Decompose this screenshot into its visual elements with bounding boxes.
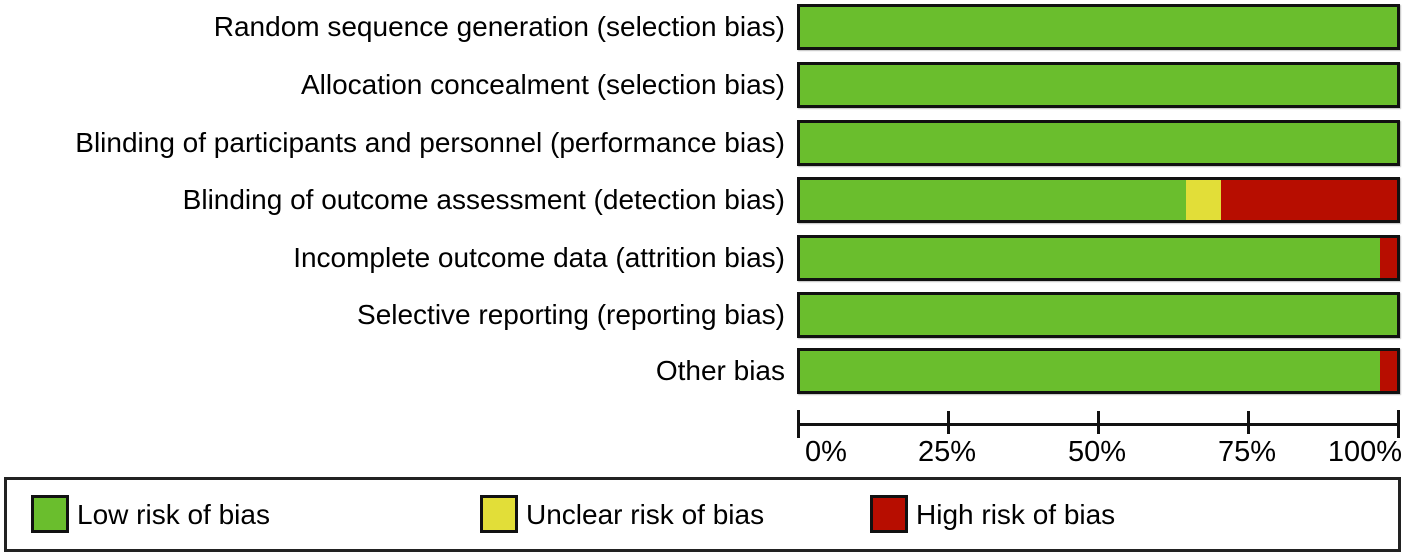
stacked-bar <box>797 62 1400 108</box>
segment-low <box>800 351 1380 391</box>
category-label: Selective reporting (reporting bias) <box>357 299 785 330</box>
segment-unclear <box>1186 180 1222 220</box>
bar-row: Blinding of outcome assessment (detectio… <box>0 177 1405 223</box>
stacked-bar <box>797 348 1400 394</box>
stacked-bar <box>797 292 1400 338</box>
axis-tick <box>797 410 800 438</box>
axis-tick-label: 0% <box>805 436 847 468</box>
category-label: Incomplete outcome data (attrition bias) <box>293 242 785 273</box>
segment-high <box>1379 238 1397 278</box>
axis-tick <box>947 411 950 434</box>
legend-swatch-icon <box>870 495 908 533</box>
bar-row: Blinding of participants and personnel (… <box>0 120 1405 166</box>
legend-swatch-icon <box>480 495 518 533</box>
category-label: Random sequence generation (selection bi… <box>213 11 785 42</box>
category-label: Other bias <box>655 355 785 386</box>
axis-tick <box>1397 410 1400 438</box>
legend-label: Unclear risk of bias <box>526 499 765 530</box>
segment-low <box>800 123 1397 163</box>
axis-tick <box>1247 411 1250 434</box>
bar-row: Allocation concealment (selection bias) <box>0 62 1405 108</box>
legend-swatch-icon <box>31 495 69 533</box>
axis-tick-label: 75% <box>1217 436 1277 468</box>
category-label: Blinding of participants and personnel (… <box>75 127 785 158</box>
bar-row: Other bias <box>0 348 1405 394</box>
stacked-bar <box>797 235 1400 281</box>
segment-low <box>800 180 1187 220</box>
segment-low <box>800 238 1380 278</box>
segment-high <box>1221 180 1397 220</box>
category-label: Allocation concealment (selection bias) <box>300 69 785 100</box>
stacked-bar <box>797 177 1400 223</box>
stacked-bar <box>797 4 1400 50</box>
axis-tick <box>1097 411 1100 434</box>
legend-label: Low risk of bias <box>77 499 270 530</box>
legend: Low risk of bias Unclear risk of bias High… <box>4 477 1401 552</box>
segment-low <box>800 65 1397 105</box>
segment-low <box>800 295 1397 335</box>
bar-row: Random sequence generation (selection bi… <box>0 4 1405 50</box>
axis-tick-label: 100% <box>1327 436 1402 468</box>
axis-tick-label: 25% <box>917 436 977 468</box>
segment-high <box>1379 351 1397 391</box>
segment-low <box>800 7 1397 47</box>
bar-row: Incomplete outcome data (attrition bias) <box>0 235 1405 281</box>
legend-label: High risk of bias <box>916 499 1116 530</box>
stacked-bar <box>797 120 1400 166</box>
bar-row: Selective reporting (reporting bias) <box>0 292 1405 338</box>
axis-tick-label: 50% <box>1067 436 1127 468</box>
category-label: Blinding of outcome assessment (detectio… <box>182 184 785 215</box>
